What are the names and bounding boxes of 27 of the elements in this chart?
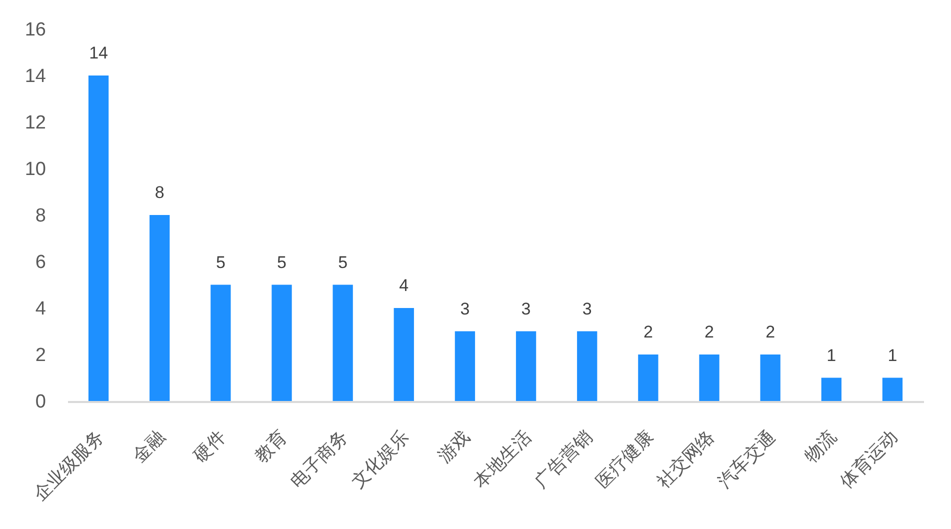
data-label: 8: [154, 183, 164, 202]
data-label: 14: [89, 44, 108, 62]
x-tick-label: 物流: [800, 426, 840, 466]
y-tick-label: 8: [35, 206, 46, 226]
y-tick-label: 2: [35, 345, 46, 366]
data-label: 2: [766, 322, 776, 342]
y-tick-label: 10: [24, 159, 46, 180]
x-tick-label: 企业级服务: [30, 426, 108, 504]
y-tick-label: 6: [35, 252, 46, 273]
data-label: 5: [277, 252, 286, 272]
y-tick-label: 12: [24, 112, 46, 134]
data-label: 1: [888, 346, 898, 365]
data-label: 2: [704, 322, 714, 342]
data-label: 5: [338, 252, 348, 272]
x-tick-label: 硬件: [190, 426, 230, 466]
data-label: 3: [460, 299, 470, 318]
y-tick-label: 0: [35, 392, 46, 412]
y-tick-label: 4: [35, 298, 46, 320]
y-tick-label: 14: [24, 66, 46, 87]
data-label: 2: [643, 322, 653, 342]
data-label: 4: [399, 276, 409, 295]
x-tick-label: 金融: [128, 426, 168, 466]
data-label: 1: [826, 346, 836, 365]
data-label: 3: [582, 299, 592, 318]
data-label: 5: [216, 252, 226, 272]
y-tick-label: 16: [24, 20, 46, 40]
data-label: 3: [521, 299, 531, 318]
